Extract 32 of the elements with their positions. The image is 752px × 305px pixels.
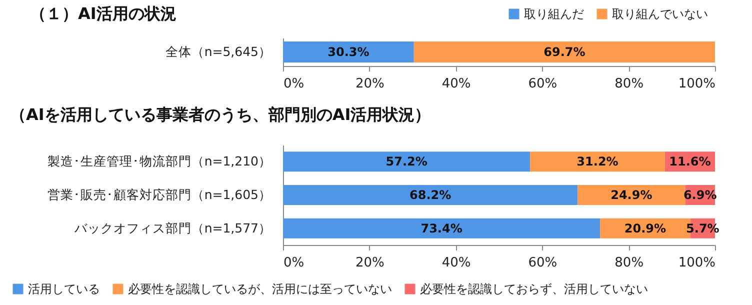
x-tick-label: 100%: [678, 76, 716, 92]
x-tick-label: 20%: [355, 76, 384, 92]
x-tick-label: 100%: [678, 256, 716, 270]
data-label: 68.2%: [409, 188, 452, 202]
x-tick-label: 40%: [442, 256, 471, 270]
x-tick-label: 20%: [355, 256, 384, 270]
data-label: 24.9%: [610, 188, 652, 202]
y-tick-label: 全体（n=5,645）: [165, 44, 272, 59]
legend-label: 必要性を認識しているが、活用には至っていない: [128, 282, 392, 296]
data-label: 30.3%: [328, 45, 370, 59]
legend-label: 活用している: [28, 282, 100, 296]
chart-title: （AIを活用している事業者のうち、部門別のAI活用状況）: [10, 105, 431, 124]
text: （１）AI活用の状況: [30, 4, 176, 23]
data-label: 69.7%: [544, 45, 586, 59]
x-tick-label: 60%: [528, 256, 558, 270]
x-tick-label: 80%: [614, 256, 644, 270]
legend-label: 取り組んだ: [524, 7, 584, 21]
data-label: 57.2%: [386, 154, 428, 169]
data-label: 11.6%: [669, 154, 711, 169]
data-label: 20.9%: [624, 221, 666, 236]
x-tick-label: 0%: [284, 256, 304, 270]
data-label: 31.2%: [576, 154, 618, 169]
legend-label: 必要性を認識しておらず、活用していない: [420, 282, 648, 296]
data-label: 73.4%: [420, 221, 462, 236]
y-tick-label: 製造･生産管理･物流部門（n=1,210）: [47, 154, 272, 169]
x-tick-label: 80%: [614, 76, 644, 92]
x-tick-label: 40%: [442, 76, 471, 92]
x-tick-label: 60%: [528, 76, 558, 92]
legend-label: 取り組んでいない: [612, 7, 708, 21]
x-tick-label: 0%: [284, 76, 304, 92]
y-tick-label: 営業･販売･顧客対応部門（n=1,605）: [47, 187, 272, 202]
y-tick-label: バックオフィス部門（n=1,577）: [73, 220, 272, 236]
